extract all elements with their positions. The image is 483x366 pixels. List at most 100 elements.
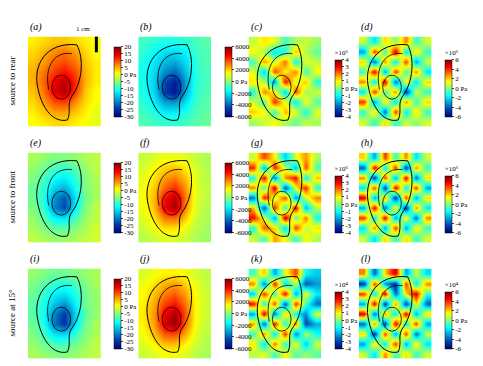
svg-text:20: 20 (124, 159, 131, 167)
svg-text:1: 1 (345, 77, 349, 85)
svg-text:(i): (i) (30, 253, 40, 265)
svg-text:(g): (g) (251, 137, 263, 149)
svg-text:-2: -2 (345, 99, 351, 107)
svg-text:6: 6 (455, 56, 459, 64)
svg-text:2000: 2000 (235, 182, 250, 190)
svg-text:2: 2 (345, 70, 349, 78)
svg-text:-4: -4 (455, 336, 461, 344)
svg-text:4: 4 (345, 56, 349, 64)
svg-text:×10⁶: ×10⁶ (335, 49, 349, 57)
svg-text:-4: -4 (345, 113, 351, 121)
svg-text:1: 1 (345, 309, 349, 317)
svg-text:(k): (k) (251, 253, 263, 265)
svg-text:source to rear: source to rear (7, 57, 17, 106)
svg-text:4000: 4000 (235, 171, 250, 179)
svg-text:4000: 4000 (235, 55, 250, 63)
svg-text:-20: -20 (124, 215, 134, 223)
svg-text:(d): (d) (361, 21, 373, 33)
svg-text:×10⁴: ×10⁴ (335, 281, 349, 289)
svg-text:0 Pa: 0 Pa (235, 194, 248, 202)
svg-text:-4: -4 (345, 345, 351, 353)
svg-text:-2000: -2000 (235, 206, 252, 214)
svg-text:(c): (c) (251, 21, 263, 33)
svg-text:-20: -20 (124, 331, 134, 339)
svg-text:0 Pa: 0 Pa (124, 303, 137, 311)
svg-text:-2: -2 (455, 210, 461, 218)
svg-text:(h): (h) (361, 137, 373, 149)
svg-text:4: 4 (455, 298, 459, 306)
svg-text:4: 4 (455, 182, 459, 190)
svg-text:3: 3 (345, 63, 349, 71)
svg-text:15: 15 (124, 166, 131, 174)
svg-text:(f): (f) (140, 137, 150, 149)
svg-text:5: 5 (124, 180, 128, 188)
svg-text:-25: -25 (124, 106, 134, 114)
svg-text:-15: -15 (124, 324, 134, 332)
svg-text:-6000: -6000 (235, 229, 252, 237)
svg-text:6: 6 (455, 288, 459, 296)
svg-text:-3: -3 (345, 222, 351, 230)
svg-text:2000: 2000 (235, 66, 250, 74)
svg-text:6: 6 (455, 172, 459, 180)
svg-text:-20: -20 (124, 99, 134, 107)
svg-text:10: 10 (124, 173, 131, 181)
svg-text:source at 15°: source at 15° (7, 289, 17, 336)
svg-text:0 Pa: 0 Pa (235, 78, 248, 86)
svg-text:×10⁶: ×10⁶ (445, 165, 459, 173)
svg-text:-1: -1 (345, 324, 351, 332)
svg-text:15: 15 (124, 282, 131, 290)
svg-text:-25: -25 (124, 222, 134, 230)
svg-text:-2: -2 (345, 215, 351, 223)
svg-text:20: 20 (124, 43, 131, 51)
svg-text:2: 2 (455, 307, 459, 315)
svg-text:-10: -10 (124, 317, 134, 325)
svg-text:1 cm: 1 cm (76, 25, 90, 33)
svg-text:6000: 6000 (235, 159, 250, 167)
svg-text:-6000: -6000 (235, 345, 252, 353)
svg-text:0 Pa: 0 Pa (455, 85, 468, 93)
svg-text:2: 2 (455, 75, 459, 83)
svg-text:-15: -15 (124, 208, 134, 216)
svg-text:4: 4 (345, 172, 349, 180)
svg-text:-1: -1 (345, 208, 351, 216)
svg-text:4000: 4000 (235, 287, 250, 295)
svg-text:(l): (l) (361, 253, 371, 265)
svg-text:-25: -25 (124, 338, 134, 346)
svg-text:20: 20 (124, 275, 131, 283)
svg-text:-6: -6 (455, 229, 461, 237)
svg-text:0 Pa: 0 Pa (345, 85, 358, 93)
svg-text:-4000: -4000 (235, 217, 252, 225)
svg-text:4: 4 (455, 66, 459, 74)
svg-text:-10: -10 (124, 85, 134, 93)
svg-text:-10: -10 (124, 201, 134, 209)
svg-text:6000: 6000 (235, 43, 250, 51)
svg-text:-2000: -2000 (235, 322, 252, 330)
svg-text:-5: -5 (124, 78, 130, 86)
svg-text:×10⁶: ×10⁶ (445, 49, 459, 57)
svg-text:0 Pa: 0 Pa (124, 187, 137, 195)
svg-text:-2: -2 (345, 331, 351, 339)
svg-text:10: 10 (124, 289, 131, 297)
svg-text:×10⁶: ×10⁶ (335, 165, 349, 173)
svg-text:0 Pa: 0 Pa (455, 317, 468, 325)
svg-text:-3: -3 (345, 106, 351, 114)
svg-text:0 Pa: 0 Pa (455, 201, 468, 209)
svg-text:0 Pa: 0 Pa (345, 201, 358, 209)
svg-text:-6: -6 (455, 345, 461, 353)
svg-text:0 Pa: 0 Pa (124, 71, 137, 79)
svg-text:(j): (j) (140, 253, 150, 265)
svg-text:-4: -4 (455, 220, 461, 228)
svg-text:15: 15 (124, 50, 131, 58)
svg-text:-15: -15 (124, 92, 134, 100)
svg-text:6000: 6000 (235, 275, 250, 283)
svg-text:×10⁴: ×10⁴ (445, 281, 459, 289)
svg-text:-5: -5 (124, 310, 130, 318)
svg-text:0 Pa: 0 Pa (235, 310, 248, 318)
svg-text:2: 2 (345, 186, 349, 194)
svg-text:4: 4 (345, 288, 349, 296)
svg-text:-30: -30 (124, 229, 134, 237)
svg-text:-4000: -4000 (235, 101, 252, 109)
svg-text:-4: -4 (345, 229, 351, 237)
svg-text:-30: -30 (124, 113, 134, 121)
svg-text:source to front: source to front (7, 171, 17, 224)
